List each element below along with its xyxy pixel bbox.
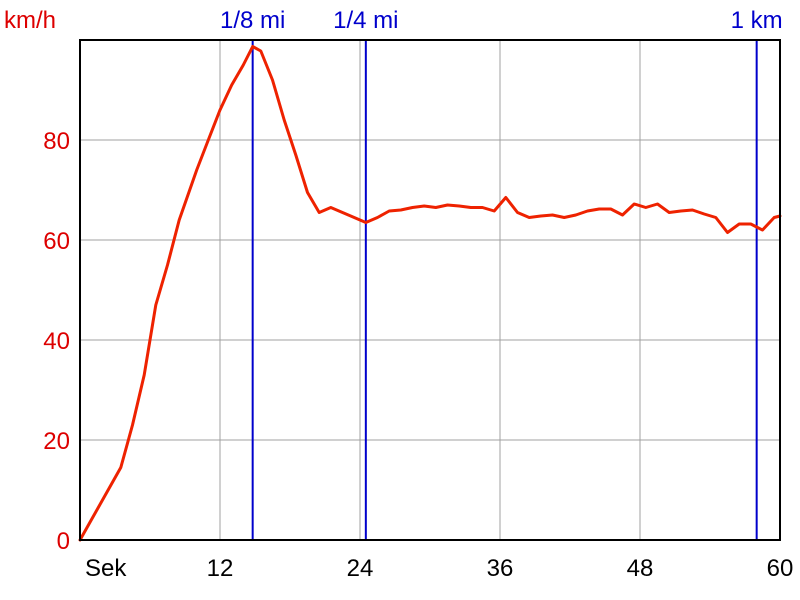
y-axis-unit-label: km/h: [4, 7, 56, 34]
marker-label-1: 1/4 mi: [333, 7, 398, 34]
x-tick-label-60: 60: [767, 555, 794, 582]
y-tick-label-80: 80: [43, 128, 70, 155]
x-tick-label-48: 48: [627, 555, 654, 582]
x-tick-labels: 12 24 36 48 60: [207, 555, 794, 582]
marker-label-2: 1 km: [731, 7, 783, 34]
y-tick-labels: 0 20 40 60 80: [43, 128, 70, 555]
plot-frame: [79, 39, 781, 541]
y-tick-label-0: 0: [57, 528, 70, 555]
y-tick-label-40: 40: [43, 328, 70, 355]
x-axis-unit-label: Sek: [85, 555, 127, 582]
y-tick-label-20: 20: [43, 428, 70, 455]
distance-markers: 1/8 mi 1/4 mi 1 km: [220, 7, 783, 540]
y-tick-label-60: 60: [43, 228, 70, 255]
x-tick-label-36: 36: [487, 555, 514, 582]
marker-label-0: 1/8 mi: [220, 7, 285, 34]
x-tick-label-12: 12: [207, 555, 234, 582]
grid: [80, 40, 781, 541]
x-tick-label-24: 24: [347, 555, 374, 582]
speed-series-line: [78, 45, 782, 542]
